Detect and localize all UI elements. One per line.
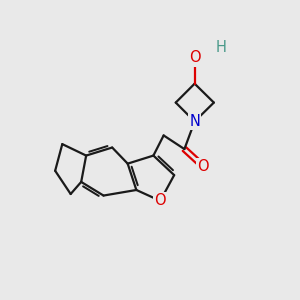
Text: O: O — [154, 193, 166, 208]
Text: H: H — [215, 40, 226, 55]
Text: O: O — [197, 159, 209, 174]
Text: N: N — [189, 114, 200, 129]
Text: O: O — [189, 50, 200, 65]
